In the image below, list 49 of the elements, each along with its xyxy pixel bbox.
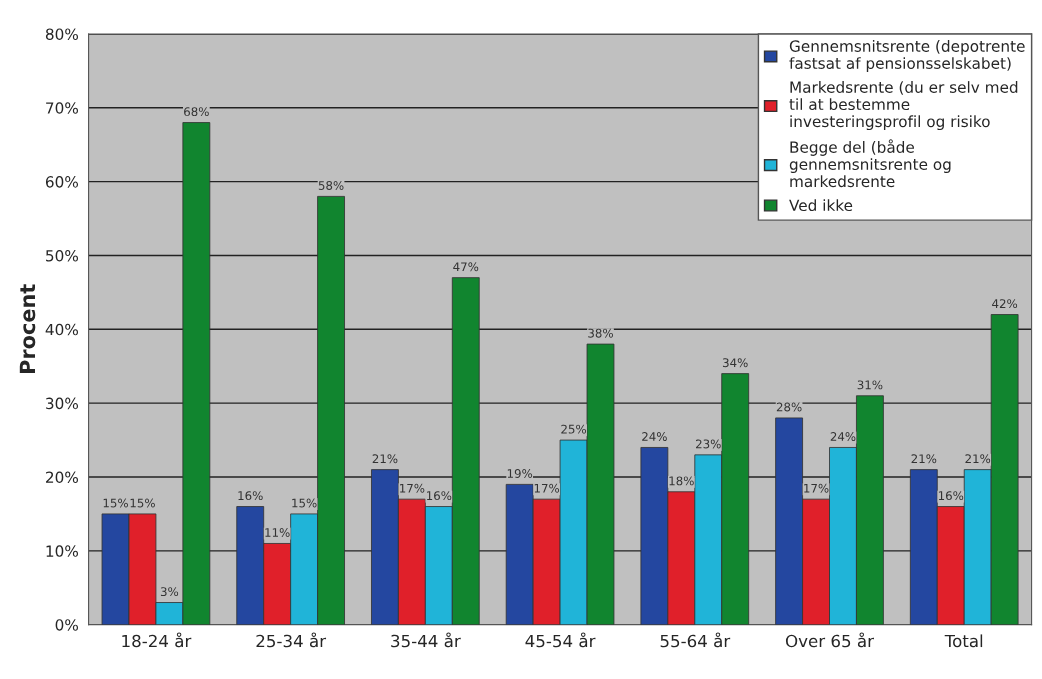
x-tick-label: 35-44 år bbox=[391, 632, 461, 648]
x-tick-label: 25-34 år bbox=[256, 632, 327, 648]
y-tick-label: 80% bbox=[45, 28, 78, 40]
data-label: 23% bbox=[696, 439, 721, 449]
y-tick-label: 0% bbox=[55, 619, 78, 631]
y-axis-title: Procent bbox=[19, 284, 36, 373]
data-label: 28% bbox=[776, 402, 802, 412]
data-label: 38% bbox=[588, 328, 613, 338]
data-label: 68% bbox=[184, 107, 209, 117]
data-label: 18% bbox=[669, 476, 694, 486]
data-label: 16% bbox=[238, 491, 263, 501]
data-label: 47% bbox=[453, 262, 479, 272]
data-label: 58% bbox=[318, 181, 344, 190]
data-label: 21% bbox=[372, 454, 398, 464]
data-label: 19% bbox=[507, 469, 533, 478]
x-tick-label: 55-64 år bbox=[660, 632, 731, 648]
x-tick-label: 45-54 år bbox=[525, 632, 596, 648]
data-label: 16% bbox=[938, 491, 964, 501]
y-tick-label: 10% bbox=[46, 545, 78, 557]
data-label: 15% bbox=[292, 498, 317, 508]
y-tick-label: 20% bbox=[46, 471, 78, 484]
data-label: 17% bbox=[400, 483, 425, 493]
data-label: 24% bbox=[642, 432, 667, 442]
data-label: 25% bbox=[561, 424, 587, 434]
data-label: 24% bbox=[830, 432, 856, 442]
y-tick-label: 60% bbox=[45, 176, 78, 188]
y-tick-label: 40% bbox=[45, 323, 78, 336]
y-tick-label: 50% bbox=[46, 249, 78, 262]
legend-label: Gennemsnitsrente (depotrente fastsat af pensionsselskabet) bbox=[789, 40, 1025, 72]
y-tick-label: 30% bbox=[46, 397, 78, 410]
y-tick-label: 70% bbox=[46, 102, 78, 114]
data-label: 31% bbox=[857, 380, 883, 390]
data-label: 21% bbox=[911, 454, 937, 464]
data-label: 21% bbox=[965, 454, 991, 464]
legend-label: Markedsrente (du er selv med til at bestemme investeringsprofil og risiko bbox=[789, 81, 1018, 131]
legend-label: Ved ikke bbox=[789, 199, 853, 212]
data-label: 17% bbox=[804, 483, 829, 493]
data-label: 15% bbox=[130, 498, 155, 508]
data-label: 17% bbox=[534, 483, 560, 493]
data-label: 42% bbox=[992, 299, 1018, 309]
x-tick-label: Total bbox=[944, 634, 983, 648]
data-label: 3% bbox=[160, 587, 179, 597]
data-label: 11% bbox=[265, 528, 290, 537]
x-tick-label: Over 65 år bbox=[785, 632, 874, 648]
data-label: 34% bbox=[722, 358, 748, 368]
data-label: 16% bbox=[427, 491, 452, 501]
x-tick-label: 18-24 år bbox=[122, 632, 192, 648]
data-label: 15% bbox=[103, 498, 128, 508]
legend-label: Begge del (både gennemsnitsrente og markedsrente bbox=[789, 139, 951, 188]
